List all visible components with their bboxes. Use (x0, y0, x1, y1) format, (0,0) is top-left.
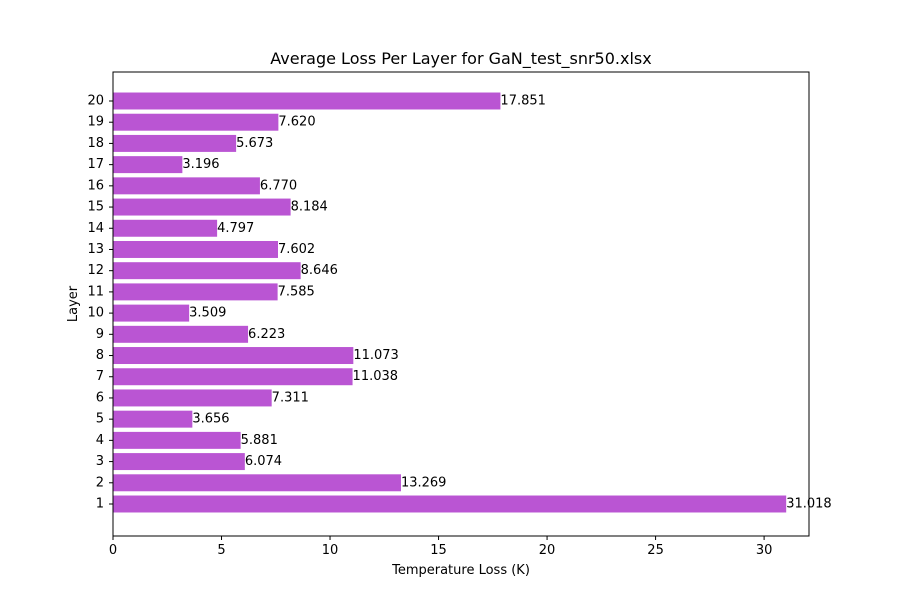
bar-layer-19 (113, 113, 279, 131)
y-tick-label: 17 (87, 157, 104, 172)
bar-layer-3 (113, 453, 245, 471)
data-label-layer-4: 5.881 (241, 433, 278, 448)
data-label-layer-15: 8.184 (291, 200, 328, 215)
chart-title: Average Loss Per Layer for GaN_test_snr5… (270, 49, 651, 69)
y-tick-label: 5 (96, 412, 104, 427)
data-labels-group: 31.01813.2696.0745.8813.6567.31111.03811… (182, 94, 831, 512)
y-tick-label: 12 (87, 263, 104, 278)
y-tick-label: 8 (96, 348, 104, 363)
data-label-layer-16: 6.770 (260, 178, 297, 193)
bar-layer-11 (113, 283, 278, 301)
y-tick-label: 9 (96, 327, 104, 342)
data-label-layer-13: 7.602 (278, 242, 315, 257)
bar-layer-5 (113, 410, 193, 428)
data-label-layer-18: 5.673 (236, 136, 273, 151)
bar-layer-14 (113, 219, 218, 237)
x-tick-label: 25 (647, 543, 664, 558)
bar-layer-10 (113, 304, 190, 322)
x-tick-label: 15 (430, 543, 447, 558)
x-axis-ticks: 0 5 10 15 20 25 30 (109, 536, 773, 558)
data-label-layer-20: 17.851 (500, 94, 545, 109)
x-tick-label: 30 (756, 543, 773, 558)
data-label-layer-17: 3.196 (182, 157, 219, 172)
y-tick-label: 19 (87, 115, 104, 130)
data-label-layer-9: 6.223 (248, 327, 285, 342)
data-label-layer-5: 3.656 (192, 412, 229, 427)
bar-layer-9 (113, 325, 249, 343)
x-axis-label: Temperature Loss (K) (391, 563, 530, 578)
y-tick-label: 2 (96, 475, 104, 490)
bars-group (113, 92, 787, 513)
bar-layer-13 (113, 240, 278, 258)
y-tick-label: 3 (96, 454, 104, 469)
y-axis-label: Layer (66, 285, 81, 322)
data-label-layer-14: 4.797 (217, 221, 254, 236)
bar-layer-16 (113, 177, 260, 195)
y-tick-label: 11 (87, 284, 104, 299)
bar-layer-2 (113, 474, 401, 492)
bar-layer-17 (113, 156, 183, 174)
data-label-layer-7: 11.038 (353, 369, 399, 384)
data-label-layer-19: 7.620 (278, 115, 315, 130)
bar-layer-1 (113, 495, 787, 513)
bar-layer-15 (113, 198, 291, 216)
x-tick-label: 20 (539, 543, 556, 558)
y-tick-label: 1 (96, 497, 104, 512)
x-tick-label: 5 (217, 543, 225, 558)
x-tick-label: 0 (109, 543, 117, 558)
data-label-layer-11: 7.585 (278, 284, 315, 299)
y-tick-label: 6 (96, 390, 104, 405)
bar-layer-6 (113, 389, 272, 407)
y-tick-label: 14 (87, 221, 104, 236)
bar-layer-12 (113, 262, 301, 280)
y-tick-label: 16 (87, 178, 104, 193)
y-tick-label: 15 (87, 200, 104, 215)
data-label-layer-12: 8.646 (301, 263, 338, 278)
y-tick-label: 13 (87, 242, 104, 257)
bar-layer-7 (113, 368, 353, 386)
plot-frame (112, 71, 810, 537)
data-label-layer-6: 7.311 (272, 390, 309, 405)
y-tick-label: 4 (96, 433, 104, 448)
y-tick-label: 7 (96, 369, 104, 384)
data-label-layer-2: 13.269 (401, 475, 447, 490)
data-label-layer-8: 11.073 (353, 348, 399, 363)
y-tick-label: 20 (87, 94, 104, 109)
data-label-layer-10: 3.509 (189, 306, 226, 321)
y-tick-label: 18 (87, 136, 104, 151)
bar-layer-20 (113, 92, 501, 110)
y-tick-label: 10 (87, 306, 104, 321)
data-label-layer-3: 6.074 (245, 454, 282, 469)
bar-layer-18 (113, 134, 237, 152)
bar-layer-8 (113, 347, 354, 365)
x-tick-label: 10 (322, 543, 339, 558)
bar-layer-4 (113, 431, 241, 449)
